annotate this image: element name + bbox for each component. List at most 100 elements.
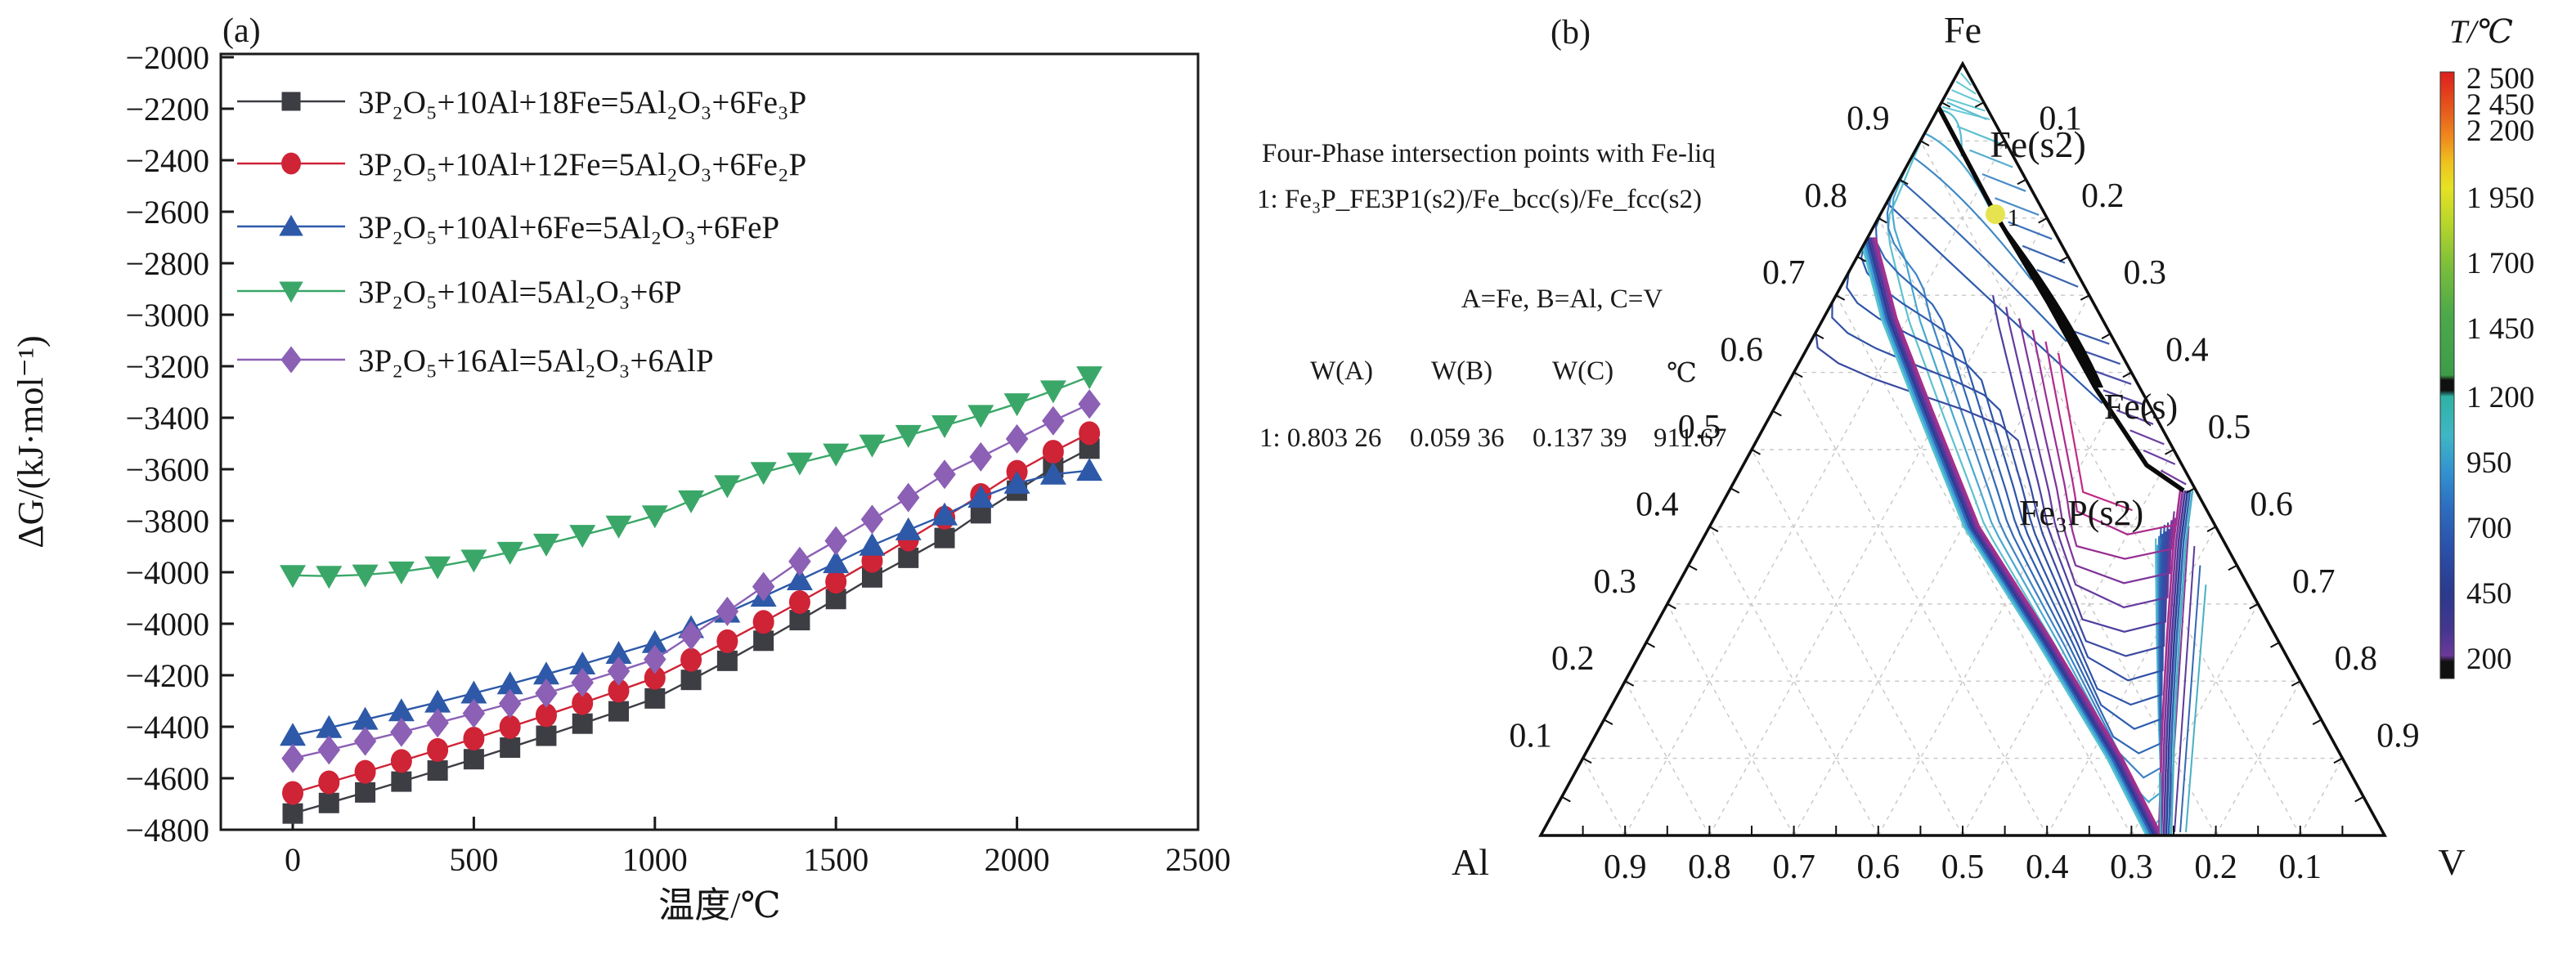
marker-triangle-up [786,567,813,590]
marker-triangle-down [460,549,487,573]
marker-triangle-up [352,706,379,730]
legend-entry: 3P₂O₅+10Al+6Fe=5Al₂O₃+6FeP [237,210,779,245]
marker-diamond [897,482,920,513]
plot-frame [219,52,1200,831]
panel-b-ternary: 0.9 0.8 0.7 0.6 0.5 0.4 0.3 0.2 0.1 0.1 0.2 0.3 0.4 0… [1452,9,2466,886]
marker-square [500,737,521,759]
marker-triangle-up [569,651,596,674]
marker-circle [788,590,810,615]
marker-square [572,713,593,734]
edge-tick [1878,217,1887,224]
y-tick-label: −3600 [125,451,209,488]
corner-label-v: V [2438,841,2465,883]
marker-triangle-down [641,505,668,529]
marker-diamond [752,571,775,602]
marker-triangle-down [823,443,850,467]
grid-line [1667,603,1795,835]
colorbar-tick-label: 950 [2466,446,2512,480]
right-axis-label: 0.2 [2081,177,2125,215]
isotherm [1992,295,2170,633]
edge-tick [2228,564,2237,571]
marker-diamond [1005,423,1029,454]
isotherm-apex [1960,72,1972,87]
left-axis-label: 0.1 [1509,718,1552,755]
edge-tick [1899,178,1909,186]
y-axis-title: ΔG/(kJ·mol⁻¹) [11,335,51,548]
marker-diamond [317,735,341,765]
series-triangle-down [280,366,1103,589]
bottom-axis-label: 0.5 [1941,849,1985,886]
legend-label: 3P₂O₅+10Al=5Al₂O₃+6P [358,275,682,310]
colorbar-tick-label: 1 700 [2466,247,2534,280]
marker-triangle-down [605,515,632,539]
left-axis-label: 0.3 [1594,563,1637,601]
marker-square [282,803,303,824]
bottom-axis-label: 0.4 [2026,849,2069,886]
isotherm [1846,271,2165,706]
marker-diamond [535,679,558,709]
hatch-fes2 [2008,221,2053,240]
marker-triangle-down [931,414,958,438]
marker-triangle-down [532,533,559,557]
series-line [292,432,1090,795]
dense-band [1866,237,2156,835]
marker-triangle-down [388,561,415,585]
dense-band [1864,237,2153,835]
marker-triangle-up [605,641,632,665]
x-tick-label: 500 [449,841,498,878]
marker-square [355,782,376,803]
right-axis-label: 0.4 [2165,332,2209,370]
y-tick-label: −4200 [125,657,209,694]
marker-diamond [1042,405,1065,436]
edge-tick [1561,795,1571,803]
grid-line [1751,449,1963,835]
marker-triangle-up [280,723,306,746]
region-label-fes2: Fe(s2) [1990,123,2086,165]
marker-circle [390,749,412,773]
table-row-wc: 0.137 39 [1533,423,1627,453]
marker-diamond [860,504,884,535]
bottom-axis-label: 0.1 [2279,849,2322,886]
edge-tick [2080,294,2090,301]
ternary-contours [1582,72,2344,835]
marker-circle [427,737,449,762]
marker-diamond [571,667,594,697]
marker-triangle-up [316,714,343,738]
colorbar-tick-label: 2 500 [2466,62,2534,96]
edge-tick [2122,371,2132,378]
legend-entry: 3P₂O₅+10Al=5Al₂O₃+6P [237,275,682,310]
hatch-fes2 [1946,101,1987,121]
region-label-fe3ps2: Fe₃P(s2) [2019,493,2143,533]
isotherm-apex [1951,89,1981,104]
marker-circle [608,679,630,703]
colorbar-tick-label: 1 200 [2466,381,2534,414]
funnel-right-contour [2174,545,2196,833]
hatch-fes [2091,369,2132,385]
hatch-fes2 [2022,244,2066,264]
marker-square [463,749,484,770]
marker-triangle-down [1003,393,1030,417]
marker-diamond [824,526,847,556]
marker-diamond [426,708,449,738]
marker-circle [463,726,485,750]
x-tick-label: 0 [285,841,301,878]
isotherm-apex [1955,80,1977,95]
left-axis-label: 0.8 [1805,177,1848,215]
isotherm [1860,241,2164,730]
funnel-band [2162,490,2187,835]
edge-tick [1730,487,1740,494]
edge-tick [1919,140,1930,146]
marker-square [536,725,557,746]
marker-circle [354,759,376,784]
three-phase-wedge [1995,214,2103,387]
marker-triangle-up [496,671,523,695]
marker-triangle-down [569,525,596,549]
series-circle [282,421,1101,805]
funnel-band [2165,490,2189,835]
colorbar-tick-label: 1 450 [2466,312,2534,346]
hatch-fes2 [1995,197,2040,217]
marker-triangle-down [678,490,705,513]
isotherm [2017,318,2175,585]
colorbar-tick-label: 2 450 [2466,88,2534,122]
